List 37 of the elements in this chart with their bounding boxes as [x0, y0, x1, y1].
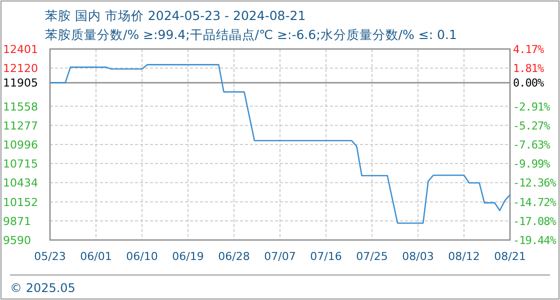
y2-tick-label: -12.36%	[513, 176, 557, 190]
y-tick-label: 12401	[3, 43, 38, 56]
x-tick-label: 08/03	[402, 250, 434, 263]
y2-tick-label: -14.72%	[513, 196, 557, 209]
y2-tick-label: -2.91%	[513, 100, 551, 114]
y2-tick-label: -9.99%	[513, 158, 551, 171]
x-tick-label: 07/16	[310, 250, 342, 263]
y2-tick-label: -17.08%	[513, 214, 557, 228]
y-tick-label: 11558	[3, 100, 38, 114]
chart-subtitle: 苯胺质量分数/% ≥:99.4;干品结晶点/℃ ≥:-6.6;水分质量分数/% ≤: 0.1	[45, 27, 457, 42]
y2-tick-label: 1.81%	[513, 62, 544, 76]
y-tick-label: 10996	[3, 138, 38, 152]
x-tick-label: 06/19	[172, 250, 204, 263]
x-tick-label: 07/07	[264, 250, 296, 263]
y-tick-label: 10152	[3, 196, 38, 209]
y-tick-label: 10715	[3, 158, 38, 171]
x-tick-label: 08/12	[448, 250, 480, 263]
x-tick-label: 05/23	[34, 250, 66, 263]
y-tick-label: 9590	[3, 234, 31, 247]
line-series	[49, 64, 511, 224]
x-tick-label: 06/28	[218, 250, 250, 263]
y-tick-label: 11905	[3, 76, 38, 90]
y2-tick-label: -5.27%	[513, 119, 551, 132]
y-tick-label: 9871	[3, 214, 31, 228]
y2-tick-label: -19.44%	[513, 234, 557, 247]
y-tick-label: 11277	[3, 119, 38, 132]
y-tick-label: 10434	[3, 176, 38, 190]
text: © 2025.05	[10, 281, 76, 295]
x-tick-label: 07/25	[356, 250, 388, 263]
y2-tick-label: 4.17%	[513, 43, 544, 56]
y-tick-label: 12120	[3, 62, 38, 76]
x-tick-label: 06/10	[126, 250, 158, 263]
chart-title: 苯胺 国内 市场价 2024-05-23 - 2024-08-21	[45, 8, 306, 23]
x-tick-label: 08/21	[494, 250, 526, 263]
y2-tick-label: -7.63%	[513, 138, 551, 152]
y2-tick-label: 0.00%	[513, 76, 544, 90]
x-tick-label: 06/01	[80, 250, 112, 263]
